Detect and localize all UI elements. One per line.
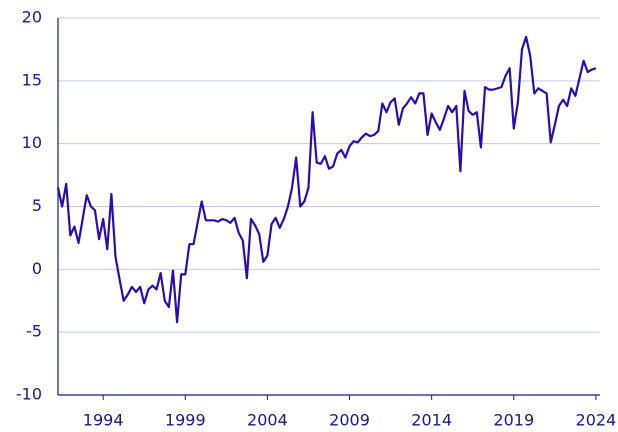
- y-tick-label: 15: [22, 70, 42, 89]
- y-tick-label: -10: [16, 385, 42, 404]
- x-tick-label: 2024: [576, 411, 617, 430]
- x-tick-label: 1999: [165, 411, 206, 430]
- y-tick-label: 10: [22, 133, 42, 152]
- y-tick-label: 5: [32, 196, 42, 215]
- y-tick-label: 20: [22, 8, 42, 27]
- x-tick-label: 2014: [411, 411, 452, 430]
- x-tick-label: 2004: [247, 411, 288, 430]
- x-tick-label: 2019: [493, 411, 534, 430]
- y-tick-label: 0: [32, 259, 42, 278]
- x-tick-label: 2009: [329, 411, 370, 430]
- x-tick-label: 1994: [83, 411, 124, 430]
- data-line: [56, 35, 597, 324]
- y-tick-label: -5: [26, 322, 42, 341]
